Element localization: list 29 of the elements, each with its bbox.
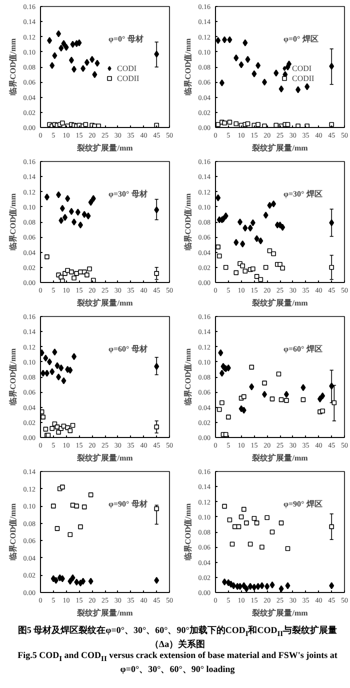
text: φ=0° 焊区 [284,34,318,44]
x-axis-title: 裂纹扩展量/mm [76,298,134,308]
y-axis-title: 临界COD值/mm [8,193,18,251]
y-axis-title: 临界COD值/mm [183,38,192,96]
y-axis-title: 临界COD值/mm [8,348,18,406]
y-axis-title: 临界COD值/mm [183,348,192,406]
y-axis-title: 临界COD值/mm [183,503,192,561]
x-axis-title: 裂纹扩展量/mm [251,298,308,308]
y-axis-title: 临界COD值/mm [8,38,18,96]
text: φ=90° 母材 [108,500,148,508]
x-axis-title: 裂纹扩展量/mm [76,608,134,618]
y-axis-title: 临界COD值/mm [8,503,18,561]
x-axis-title: 裂纹扩展量/mm [251,608,308,618]
x-axis-title: 裂纹扩展量/mm [251,142,308,152]
y-axis-title: 临界COD值/mm [183,193,192,251]
x-axis-title: 裂纹扩展量/mm [251,452,308,462]
text: φ=30° 焊区 [284,190,322,198]
text: φ=0° 母材 [108,34,144,44]
legend-label: CODI [117,63,137,73]
text: φ=60° 焊区 [284,344,322,354]
text: φ=30° 母材 [108,190,148,198]
x-axis-title: 裂纹扩展量/mm [76,142,134,152]
x-axis-title: 裂纹扩展量/mm [76,452,134,462]
legend-label: CODII [292,73,314,83]
legend-label: CODII [117,73,140,83]
text: φ=60° 母材 [108,344,148,354]
legend-label: CODI [292,63,312,73]
text: φ=90° 焊区 [284,500,322,508]
caption: Fig.5 COD$_{I}$ and COD$_{II}$ versus crack extension of base material and FSW's joints at φ=0°、30°、60°、90° loading [16,650,338,675]
